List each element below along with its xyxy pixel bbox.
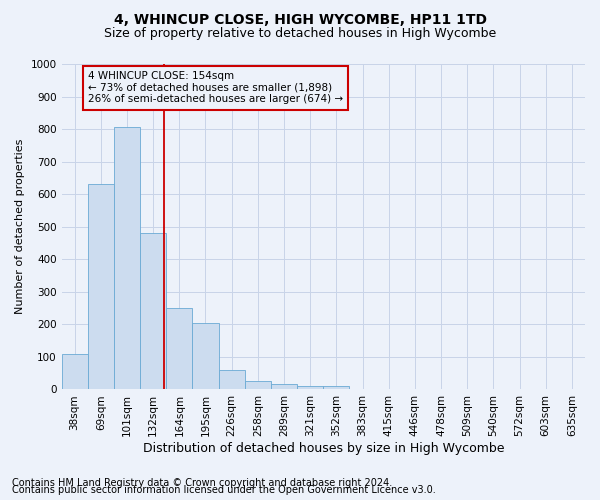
Bar <box>114 128 140 390</box>
Y-axis label: Number of detached properties: Number of detached properties <box>15 139 25 314</box>
X-axis label: Distribution of detached houses by size in High Wycombe: Distribution of detached houses by size … <box>143 442 504 455</box>
Bar <box>271 384 297 390</box>
Text: Contains public sector information licensed under the Open Government Licence v3: Contains public sector information licen… <box>12 485 436 495</box>
Text: Size of property relative to detached houses in High Wycombe: Size of property relative to detached ho… <box>104 28 496 40</box>
Bar <box>218 370 245 390</box>
Bar <box>193 322 218 390</box>
Bar <box>140 233 166 390</box>
Bar <box>323 386 349 390</box>
Text: Contains HM Land Registry data © Crown copyright and database right 2024.: Contains HM Land Registry data © Crown c… <box>12 478 392 488</box>
Bar <box>88 184 114 390</box>
Bar <box>62 354 88 390</box>
Bar <box>297 386 323 390</box>
Text: 4 WHINCUP CLOSE: 154sqm
← 73% of detached houses are smaller (1,898)
26% of semi: 4 WHINCUP CLOSE: 154sqm ← 73% of detache… <box>88 71 343 104</box>
Bar <box>166 308 193 390</box>
Text: 4, WHINCUP CLOSE, HIGH WYCOMBE, HP11 1TD: 4, WHINCUP CLOSE, HIGH WYCOMBE, HP11 1TD <box>113 12 487 26</box>
Bar <box>245 382 271 390</box>
